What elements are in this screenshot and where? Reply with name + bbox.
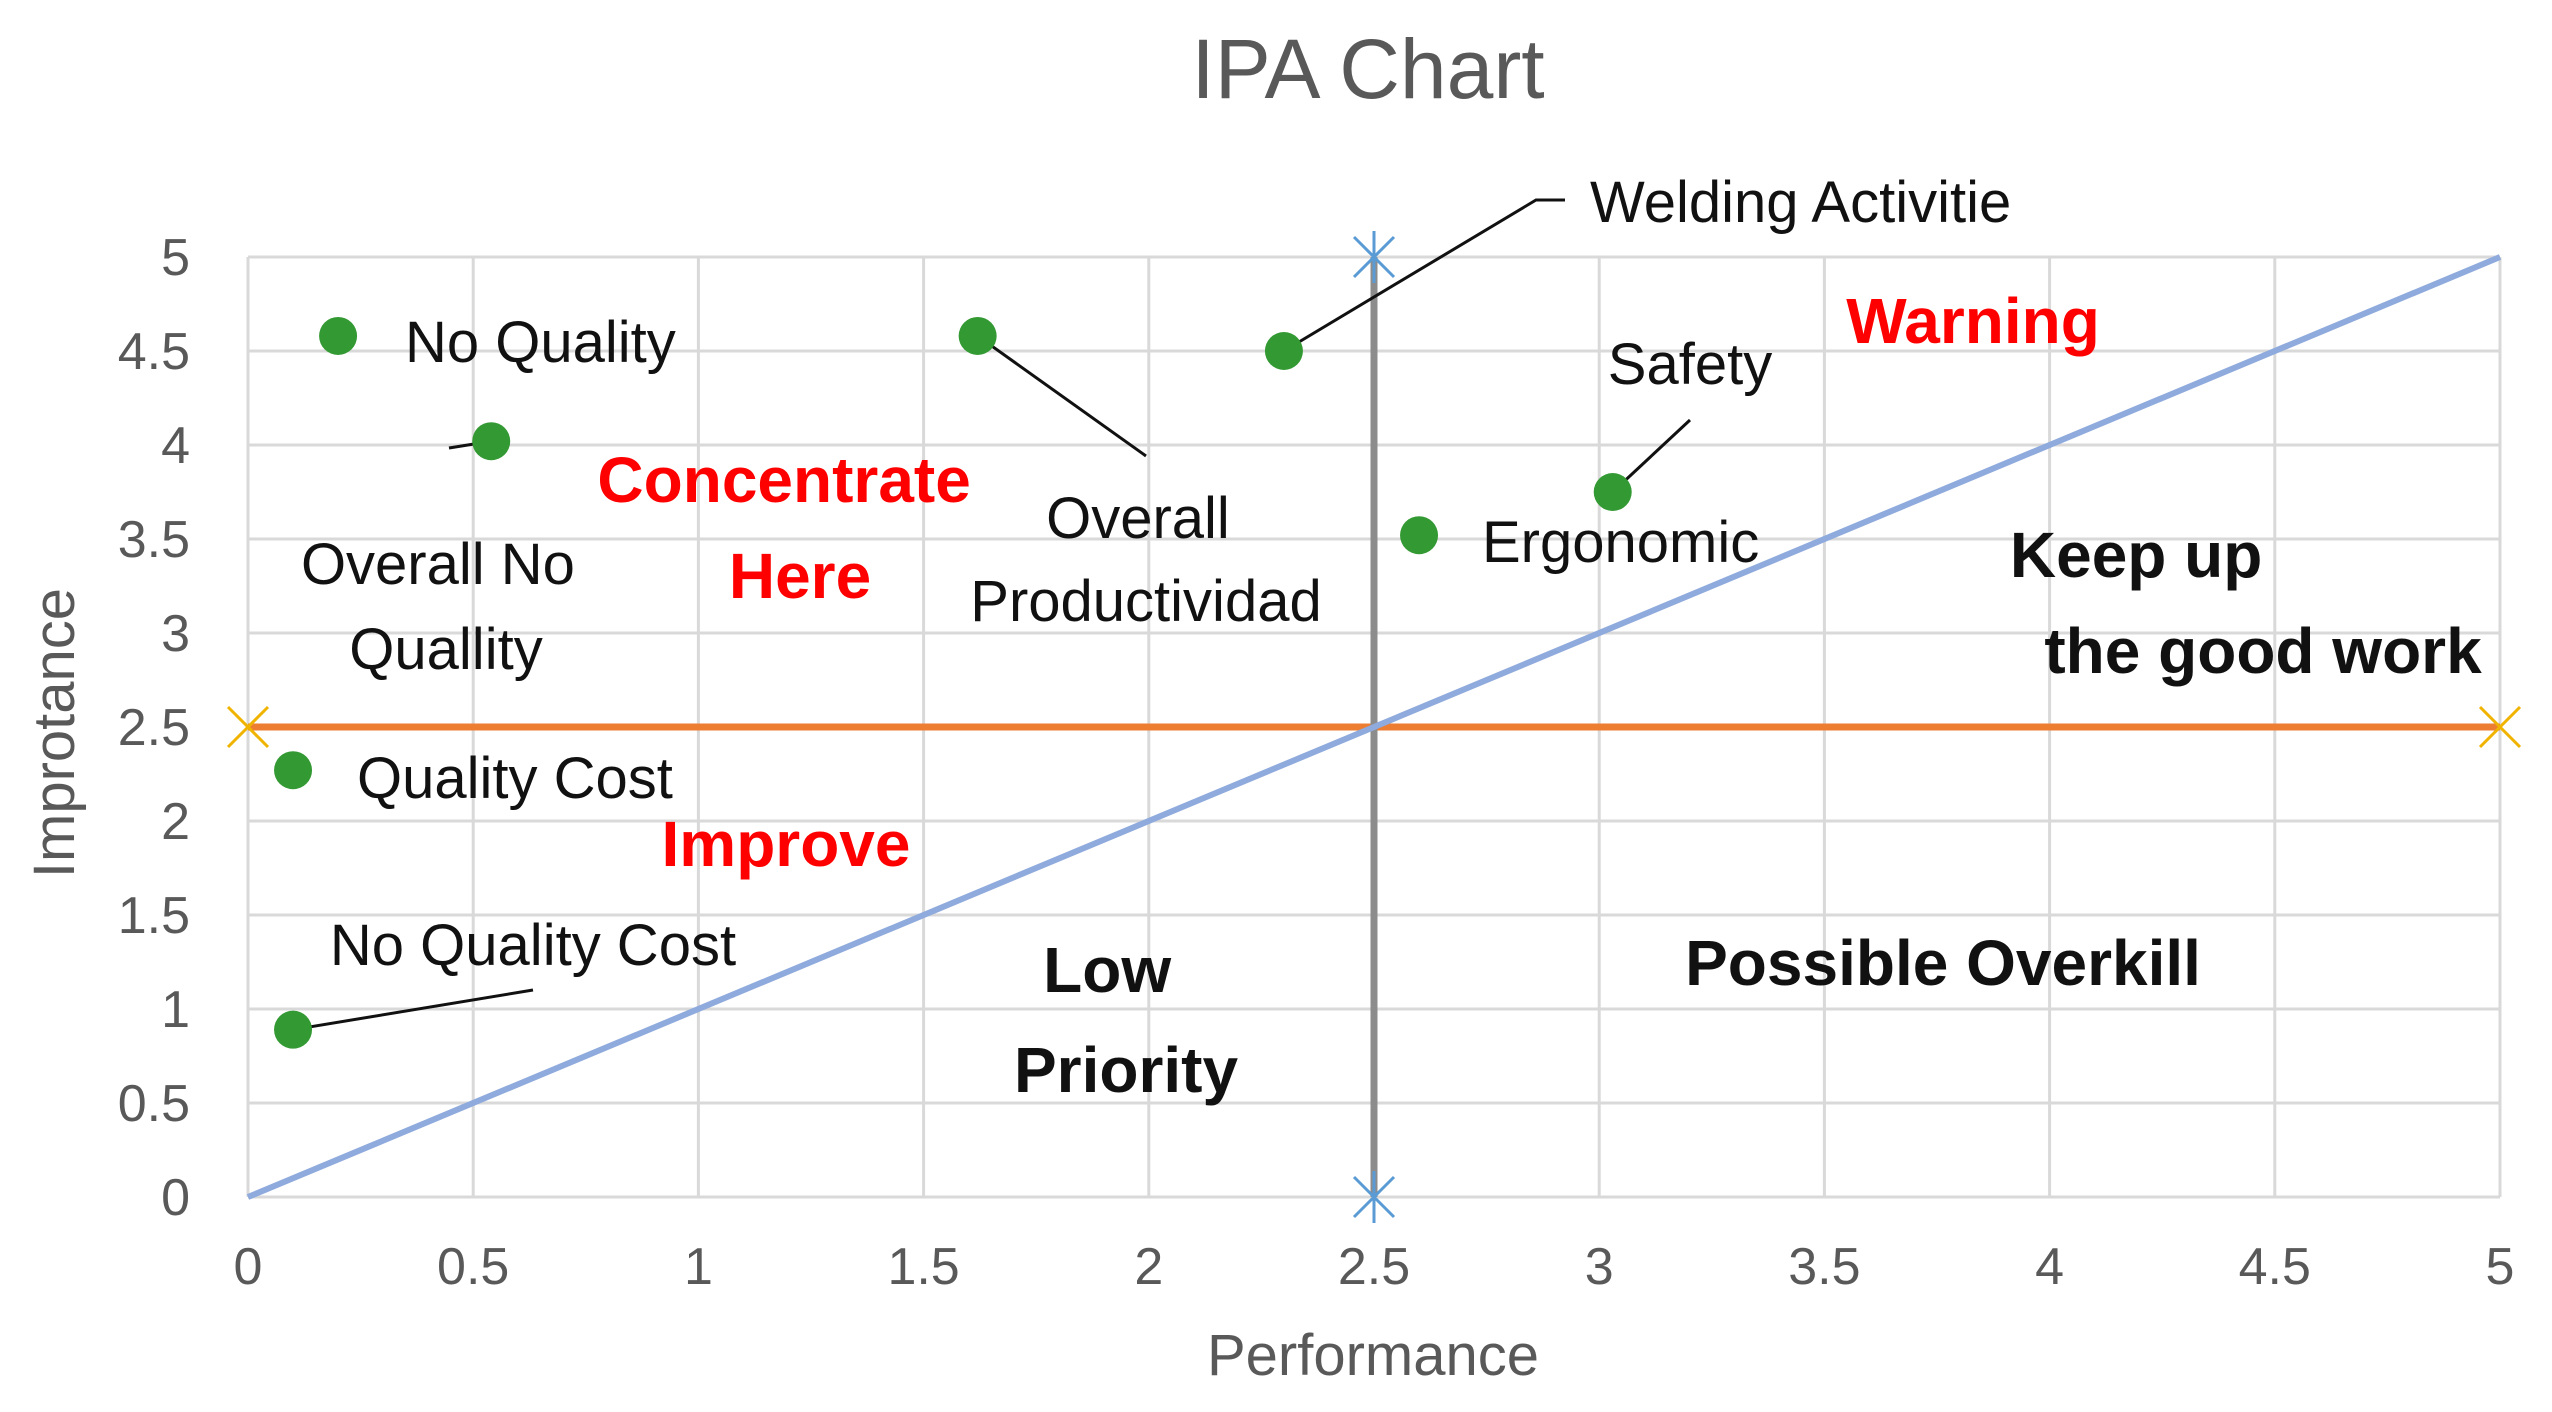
y-tick-label: 1.5 bbox=[118, 887, 190, 945]
data-point-overall-productividad bbox=[958, 316, 997, 355]
point-label-overall-productividad: Overall Productividad bbox=[970, 486, 1321, 634]
quadrant-label-low-priority-line2: Priority bbox=[1014, 1034, 1238, 1106]
tick-layer: 0 0.5 1 1.5 2 2.5 3 3.5 4 4.5 5 0 0.5 1 1.5 2 2.5 3 3.5 4 4.… bbox=[118, 229, 2515, 1296]
x-tick-label: 1 bbox=[684, 1238, 713, 1296]
leader-welding-activitie bbox=[1283, 198, 1565, 353]
point-label-overall-productividad-line2: Productividad bbox=[970, 569, 1321, 634]
y-tick-label: 4.5 bbox=[118, 323, 190, 381]
quadrant-label-concentrate-line1: Concentrate bbox=[597, 444, 970, 516]
data-point-welding-activitie bbox=[1264, 332, 1303, 370]
quadrant-label-keep-up-line1: Keep up bbox=[2010, 519, 2262, 591]
y-tick-label: 1 bbox=[161, 981, 190, 1039]
point-label-overall-no-quallity: Overall No Quallity bbox=[301, 532, 591, 682]
point-label-ergonomic: Ergonomic bbox=[1482, 510, 1759, 575]
data-points bbox=[274, 316, 1632, 1049]
y-tick-label: 3 bbox=[161, 605, 190, 663]
y-tick-label: 5 bbox=[161, 229, 190, 287]
point-label-no-quality-cost: No Quality Cost bbox=[330, 913, 736, 978]
data-point-safety bbox=[1593, 473, 1632, 511]
point-label-safety: Safety bbox=[1608, 332, 1772, 397]
data-point-no-quality bbox=[319, 316, 358, 355]
x-tick-label: 2 bbox=[1134, 1238, 1163, 1296]
importance-mean-marker bbox=[226, 705, 270, 749]
quadrant-label-low-priority-line1: Low bbox=[1043, 934, 1171, 1006]
quadrant-label-concentrate: Concentrate Here bbox=[597, 444, 988, 612]
y-tick-label: 0.5 bbox=[118, 1075, 190, 1133]
y-tick-label: 2 bbox=[161, 793, 190, 851]
importance-mean-marker bbox=[2478, 705, 2522, 749]
x-tick-label: 1.5 bbox=[887, 1238, 959, 1296]
x-axis-label: Performance bbox=[1207, 1323, 1539, 1388]
quadrant-label-warning: Warning bbox=[1846, 285, 2100, 357]
y-tick-label: 4 bbox=[161, 417, 190, 475]
point-label-no-quality: No Quality bbox=[405, 310, 676, 375]
leader-lines bbox=[292, 198, 1692, 1032]
point-label-overall-no-quallity-line1: Overall No bbox=[301, 532, 575, 597]
x-tick-label: 2.5 bbox=[1338, 1238, 1410, 1296]
chart-title: IPA Chart bbox=[1191, 22, 1544, 116]
point-label-overall-no-quallity-line2: Quallity bbox=[349, 617, 542, 682]
y-tick-label: 2.5 bbox=[118, 699, 190, 757]
data-point-quality-cost bbox=[274, 751, 313, 790]
data-point-no-quality-cost bbox=[274, 1010, 313, 1049]
leader-no-quality-cost bbox=[292, 988, 534, 1032]
x-tick-label: 5 bbox=[2486, 1238, 2515, 1296]
x-tick-label: 0 bbox=[234, 1238, 263, 1296]
x-tick-label: 4 bbox=[2035, 1238, 2064, 1296]
x-tick-label: 3 bbox=[1585, 1238, 1614, 1296]
y-tick-label: 0 bbox=[161, 1169, 190, 1227]
quadrant-label-possible-overkill: Possible Overkill bbox=[1685, 927, 2201, 999]
reference-lines bbox=[226, 231, 2522, 1223]
point-label-quality-cost: Quality Cost bbox=[357, 746, 673, 811]
x-tick-label: 0.5 bbox=[437, 1238, 509, 1296]
quadrant-label-keep-up: Keep up the good work bbox=[2010, 519, 2482, 687]
x-tick-label: 3.5 bbox=[1788, 1238, 1860, 1296]
leader-overall-productividad bbox=[976, 334, 1147, 458]
diagonal-line bbox=[246, 254, 2502, 1200]
y-tick-label: 3.5 bbox=[118, 511, 190, 569]
x-tick-label: 4.5 bbox=[2239, 1238, 2311, 1296]
y-axis-label: Improtance bbox=[22, 588, 87, 878]
data-point-ergonomic bbox=[1400, 516, 1439, 555]
point-label-overall-productividad-line1: Overall bbox=[1046, 486, 1230, 551]
quadrant-label-concentrate-line2: Here bbox=[729, 540, 871, 612]
quadrant-label-keep-up-line2: the good work bbox=[2044, 615, 2482, 687]
quadrant-label-improve: Improve bbox=[662, 808, 911, 880]
data-point-overall-no-quallity bbox=[472, 422, 511, 461]
point-label-welding-activitie: Welding Activitie bbox=[1590, 170, 2011, 235]
quadrant-label-low-priority: Low Priority bbox=[1014, 934, 1238, 1106]
